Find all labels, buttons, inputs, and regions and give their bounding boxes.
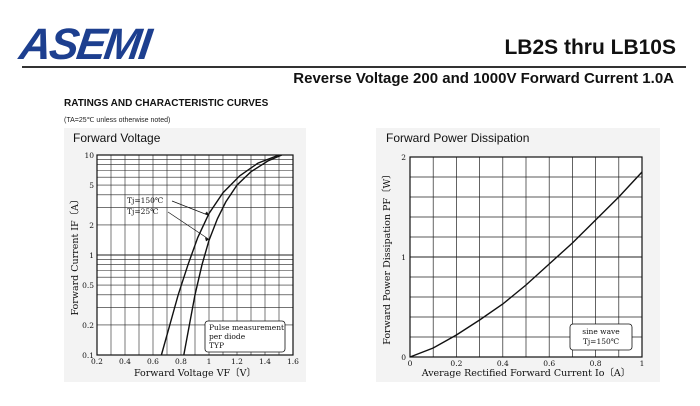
annotation-text: Tj=150℃ <box>583 337 619 346</box>
chart-title: Forward Voltage <box>73 131 161 145</box>
y-tick-label: 10 <box>84 151 94 160</box>
model-title: LB2S thru LB10S <box>504 36 676 59</box>
x-axis-label: Forward Voltage VF〔V〕 <box>134 367 256 379</box>
leader-line <box>167 211 210 240</box>
y-axis-label: Forward Power Dissipation PF〔W〕 <box>381 169 393 344</box>
y-tick-label: 1 <box>401 253 406 262</box>
y-tick-label: 2 <box>401 153 406 162</box>
x-tick-label: 0.4 <box>497 359 509 368</box>
y-tick-label: 5 <box>89 181 94 190</box>
series-line-tj25 <box>183 154 283 356</box>
annotation-text: TYP <box>209 341 224 350</box>
x-tick-label: 0.6 <box>147 357 159 366</box>
plot-frame <box>96 154 294 356</box>
logo-text: ASEMI <box>16 20 153 69</box>
x-tick-label: 0.2 <box>91 357 103 366</box>
annotation-box <box>569 323 633 351</box>
y-tick-label: 0.2 <box>82 321 94 330</box>
x-tick-label: 1 <box>640 359 645 368</box>
y-tick-label: 2 <box>89 221 94 230</box>
annotation-text: Pulse measurement <box>209 323 284 332</box>
x-tick-label: 0.2 <box>450 359 462 368</box>
y-tick-label: 0.5 <box>82 281 94 290</box>
annotation-text: sine wave <box>582 327 620 336</box>
chart-title: Forward Power Dissipation <box>386 131 530 145</box>
x-tick-label: 1.2 <box>231 357 243 366</box>
series-label-tj150: Tj=150℃ <box>127 196 163 205</box>
y-tick-label: 0.1 <box>82 351 94 360</box>
ratings-subtitle: Reverse Voltage 200 and 1000V Forward Cu… <box>293 70 674 87</box>
forward-power-chart: 0 0.2 0.4 0.6 0.8 1 0 1 2 Average Rectified Forwa… <box>381 153 645 379</box>
arrow-head <box>205 211 209 216</box>
y-tick-label: 1 <box>89 251 94 260</box>
x-tick-label: 0.6 <box>543 359 555 368</box>
plot-frame <box>409 156 643 358</box>
section-title: RATINGS AND CHARACTERISTIC CURVES <box>64 98 269 109</box>
series-label-tj25: Tj=25℃ <box>127 207 159 216</box>
x-tick-label: 0 <box>408 359 413 368</box>
series-line-power <box>409 171 643 358</box>
series-line-tj150 <box>160 154 280 356</box>
x-axis-label: Average Rectified Forward Current Io〔A〕 <box>421 367 631 379</box>
asemi-logo: ASEMI <box>16 20 166 69</box>
forward-voltage-chart: 0.2 0.4 0.6 0.8 1 1.2 1.4 1.60.10.20.512510Forw… <box>69 151 299 379</box>
leader-line <box>171 200 210 216</box>
x-tick-label: 1.6 <box>287 357 299 366</box>
y-tick-label: 0 <box>401 353 406 362</box>
header-divider <box>22 66 686 68</box>
x-tick-label: 0.4 <box>119 357 131 366</box>
x-tick-label: 1.4 <box>259 357 271 366</box>
x-tick-label: 0.8 <box>175 357 187 366</box>
annotation-box <box>204 320 286 353</box>
x-tick-label: 1 <box>207 357 212 366</box>
x-tick-label: 0.8 <box>590 359 602 368</box>
arrow-head <box>205 237 209 242</box>
annotation-text: per diode <box>209 332 246 341</box>
conditions-note: (TA=25℃ unless otherwise noted) <box>64 117 171 124</box>
y-axis-label: Forward Current IF〔A〕 <box>69 194 81 315</box>
